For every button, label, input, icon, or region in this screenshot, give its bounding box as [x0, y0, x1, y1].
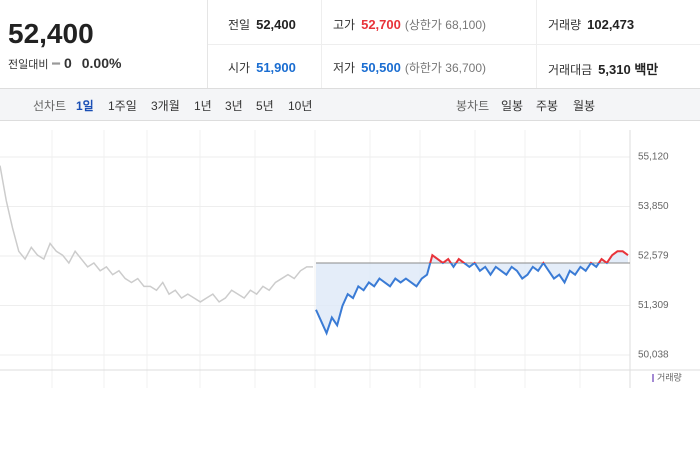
- tab[interactable]: 3년: [225, 99, 243, 113]
- stat: 전일 52,400: [228, 16, 296, 33]
- tab[interactable]: 일봉: [501, 99, 524, 113]
- divider: [208, 44, 700, 45]
- price-line: [0, 165, 313, 303]
- area-fill: [316, 251, 628, 334]
- tab-bar: 선차트 1일 1주일 3개월 1년 3년 5년 10년 봉차트 일봉 주봉 월봉: [0, 88, 700, 121]
- stats: 전일 52,400 고가 52,700 (상한가 68,100) 거래량 102,473 시가…: [207, 0, 700, 88]
- stat-label: 거래량: [548, 18, 582, 32]
- stat: 거래대금 5,310 백만: [548, 59, 658, 78]
- tab[interactable]: 1일: [76, 99, 94, 113]
- stat-label: 저가: [333, 61, 356, 75]
- y-tick-label: 55,120: [638, 152, 669, 163]
- stat-note: (하한가 36,700): [404, 61, 487, 75]
- y-tick-label: 51,309: [638, 300, 669, 311]
- stat-value: 52,700: [361, 17, 401, 32]
- change: 전일대비 ━ 0 0.00%: [8, 55, 121, 72]
- tab-group-label: 선차트: [33, 99, 67, 113]
- stat-label: 전일: [228, 18, 251, 32]
- stat-label: 시가: [228, 61, 251, 75]
- tab[interactable]: 10년: [288, 99, 313, 113]
- change-value: 0: [63, 55, 72, 71]
- volume-legend-swatch: [652, 374, 654, 382]
- chart: 55,120 53,850 52,579 51,309 50,038 거래량: [0, 130, 700, 388]
- flat-icon: ━: [52, 56, 60, 71]
- stat: 거래량 102,473: [548, 16, 634, 33]
- tab-group-label: 봉차트: [456, 99, 490, 113]
- tab[interactable]: 3개월: [151, 99, 180, 113]
- stat-value: 51,900: [256, 60, 296, 75]
- volume-legend: 거래량: [657, 371, 682, 382]
- tab[interactable]: 주봉: [536, 99, 559, 113]
- stat-value: 50,500: [361, 60, 401, 75]
- tab[interactable]: 1주일: [108, 99, 137, 113]
- stat-label: 고가: [333, 18, 356, 32]
- stat-value: 52,400: [256, 17, 296, 32]
- stat-label: 거래대금: [548, 63, 593, 77]
- tab[interactable]: 월봉: [573, 99, 596, 113]
- price-line: [315, 262, 609, 336]
- y-tick-label: 53,850: [638, 201, 669, 212]
- stat-value: 5,310 백만: [598, 62, 659, 77]
- stat-note: (상한가 68,100): [404, 18, 487, 32]
- stat: 고가 52,700 (상한가 68,100): [333, 16, 486, 33]
- y-tick-label: 50,038: [638, 350, 669, 361]
- change-pct: 0.00%: [81, 55, 122, 71]
- tab[interactable]: 5년: [256, 99, 274, 113]
- stat-value: 102,473: [587, 17, 635, 32]
- price: 52,400: [8, 18, 94, 49]
- change-label: 전일대비: [8, 59, 49, 71]
- stat: 시가 51,900: [228, 59, 296, 76]
- y-tick-label: 52,579: [638, 251, 669, 262]
- stat: 저가 50,500 (하한가 36,700): [333, 59, 486, 76]
- tab[interactable]: 1년: [194, 99, 212, 113]
